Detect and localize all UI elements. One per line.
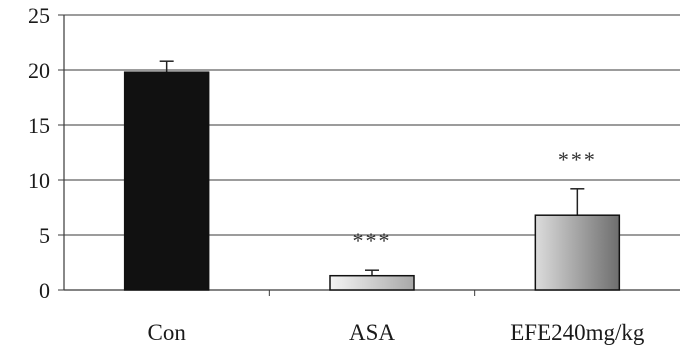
category-label: ASA xyxy=(349,320,395,345)
y-tick-label: 15 xyxy=(28,113,50,138)
category-label: Con xyxy=(147,320,186,345)
significance-marker: *** xyxy=(353,228,392,253)
y-tick-label: 10 xyxy=(28,168,50,193)
significance-marker: *** xyxy=(558,147,597,172)
labels: 0 5 10 15 20 25 Con ASA *** EFE240mg/kg *** xyxy=(28,3,645,345)
bar-efe240mg-kg xyxy=(534,214,621,291)
bar-asa xyxy=(329,274,415,291)
bars xyxy=(123,60,621,291)
y-tick-label: 25 xyxy=(28,3,50,28)
y-tick-label: 0 xyxy=(39,278,50,303)
y-tick-label: 20 xyxy=(28,58,50,83)
category-label: EFE240mg/kg xyxy=(510,320,645,345)
y-tick-label: 5 xyxy=(39,223,50,248)
bar-con xyxy=(123,71,210,291)
